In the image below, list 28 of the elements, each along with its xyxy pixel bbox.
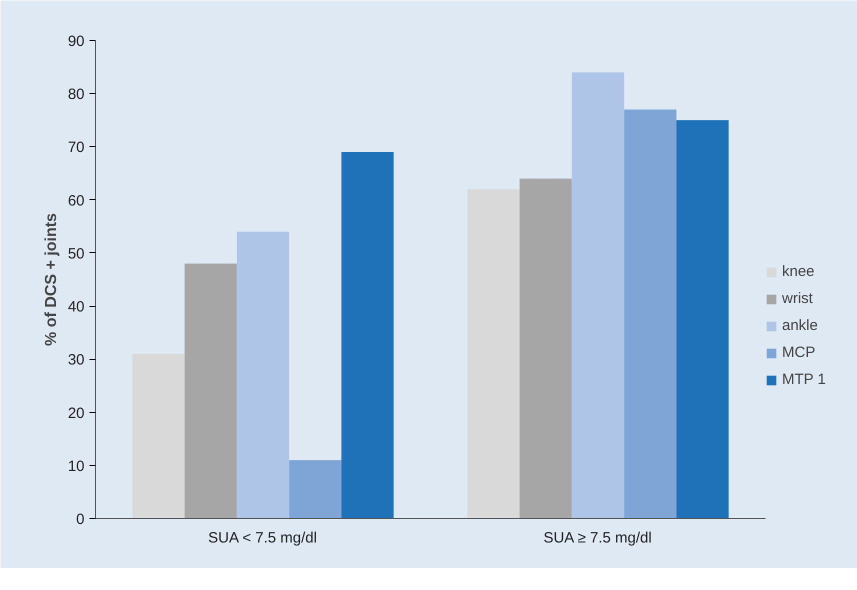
y-tick-label: 70 [68, 139, 85, 156]
x-tick-label: SUA ≥ 7.5 mg/dl [543, 530, 652, 546]
y-tick-label: 50 [68, 245, 85, 262]
bar [289, 460, 342, 518]
y-axis-title: % of DCS + joints [42, 212, 60, 346]
bar [467, 189, 520, 518]
bar [520, 178, 572, 518]
legend-label: wrist [782, 290, 813, 307]
x-tick-label: SUA < 7.5 mg/dl [208, 530, 317, 546]
legend-label: knee [782, 263, 815, 280]
legend-label: ankle [782, 317, 818, 334]
y-tick-label: 90 [68, 33, 85, 50]
legend-label: MCP [782, 344, 816, 361]
y-tick-label: 0 [76, 511, 84, 528]
bar [341, 152, 394, 518]
y-tick-label: 30 [68, 352, 85, 369]
bar [676, 120, 729, 518]
bar [184, 264, 237, 518]
y-tick-label: 80 [68, 86, 85, 104]
bar [236, 232, 290, 518]
bar [572, 72, 624, 518]
y-tick-label: 20 [68, 404, 85, 422]
y-tick-label: 10 [68, 458, 85, 475]
bar [132, 354, 185, 518]
y-tick-label: 60 [68, 192, 85, 210]
legend-label: MTP 1 [782, 371, 826, 388]
bar [624, 110, 676, 518]
y-tick-label: 40 [68, 298, 85, 316]
